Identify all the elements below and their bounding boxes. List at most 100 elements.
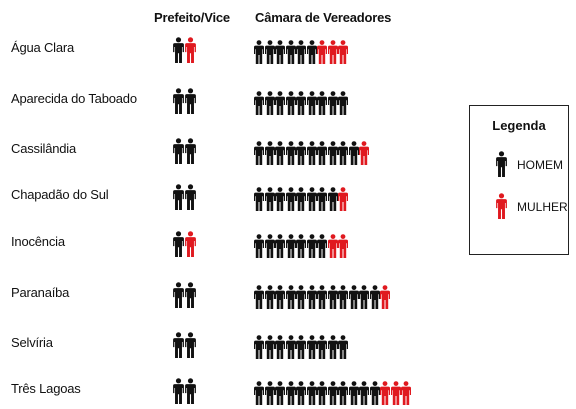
legend-title: Legenda	[492, 118, 546, 133]
woman-icon	[327, 234, 338, 258]
woman-icon	[359, 141, 369, 165]
man-icon	[338, 381, 348, 405]
man-icon	[296, 141, 306, 165]
man-icon	[338, 285, 348, 309]
man-icon	[184, 378, 196, 404]
prefeito-icons	[173, 231, 196, 257]
woman-icon	[338, 40, 348, 64]
man-icon	[327, 335, 338, 359]
man-icon	[275, 285, 285, 309]
city-label: Paranaíba	[11, 285, 70, 300]
man-icon	[254, 91, 264, 115]
camara-icons	[254, 185, 349, 211]
man-icon	[296, 381, 306, 405]
city-label: Chapadão do Sul	[11, 187, 109, 202]
man-icon	[327, 381, 338, 405]
man-icon	[338, 335, 348, 359]
man-icon	[369, 381, 380, 405]
man-icon	[296, 187, 306, 211]
man-icon	[275, 187, 285, 211]
man-icon	[264, 40, 275, 64]
man-icon	[496, 150, 507, 177]
city-label: Cassilândia	[11, 141, 77, 156]
man-icon	[173, 378, 184, 404]
man-icon	[359, 285, 369, 309]
man-icon	[173, 282, 184, 308]
man-icon	[306, 285, 317, 309]
man-icon	[173, 332, 184, 358]
man-icon	[317, 285, 327, 309]
man-icon	[254, 40, 264, 64]
man-icon	[348, 141, 359, 165]
man-icon	[275, 141, 285, 165]
camara-icons	[254, 232, 349, 258]
camara-icons	[254, 379, 412, 405]
man-icon	[254, 285, 264, 309]
man-icon	[338, 141, 348, 165]
man-icon	[317, 335, 327, 359]
man-icon	[264, 335, 275, 359]
prefeito-icons	[173, 378, 196, 404]
man-icon	[296, 285, 306, 309]
legend: Legenda HOMEM MULHER	[469, 105, 569, 255]
man-icon	[285, 285, 296, 309]
man-icon	[184, 332, 196, 358]
prefeito-icons	[173, 138, 196, 164]
man-icon	[285, 381, 296, 405]
man-icon	[496, 150, 507, 180]
man-icon	[173, 231, 184, 257]
man-icon	[264, 234, 275, 258]
legend-man: HOMEM	[486, 150, 563, 180]
prefeito-icons	[173, 37, 196, 63]
man-icon	[264, 187, 275, 211]
man-icon	[306, 335, 317, 359]
man-icon	[317, 91, 327, 115]
man-icon	[306, 187, 317, 211]
camara-icons	[254, 38, 349, 64]
legend-man-label: HOMEM	[517, 158, 563, 172]
man-icon	[264, 285, 275, 309]
man-icon	[327, 187, 338, 211]
woman-icon	[401, 381, 411, 405]
man-icon	[306, 141, 317, 165]
man-icon	[338, 91, 348, 115]
man-icon	[275, 40, 285, 64]
man-icon	[173, 37, 184, 63]
man-icon	[184, 138, 196, 164]
man-icon	[275, 91, 285, 115]
woman-icon	[380, 381, 390, 405]
man-icon	[285, 141, 296, 165]
man-icon	[184, 282, 196, 308]
man-icon	[285, 335, 296, 359]
woman-icon	[496, 192, 507, 219]
man-icon	[254, 234, 264, 258]
man-icon	[306, 40, 317, 64]
man-icon	[296, 335, 306, 359]
camara-icons	[254, 89, 349, 115]
man-icon	[296, 40, 306, 64]
man-icon	[285, 40, 296, 64]
man-icon	[254, 187, 264, 211]
man-icon	[296, 91, 306, 115]
woman-icon	[184, 37, 196, 63]
man-icon	[306, 91, 317, 115]
man-icon	[296, 234, 306, 258]
man-icon	[275, 335, 285, 359]
man-icon	[275, 381, 285, 405]
man-icon	[285, 234, 296, 258]
man-icon	[285, 91, 296, 115]
prefeito-icons	[173, 184, 196, 210]
man-icon	[264, 141, 275, 165]
man-icon	[359, 381, 369, 405]
man-icon	[348, 381, 359, 405]
man-icon	[327, 91, 338, 115]
woman-icon	[496, 192, 507, 222]
woman-icon	[327, 40, 338, 64]
man-icon	[306, 381, 317, 405]
woman-icon	[390, 381, 401, 405]
city-label: Água Clara	[11, 40, 75, 55]
man-icon	[327, 285, 338, 309]
man-icon	[173, 138, 184, 164]
camara-icons	[254, 139, 370, 165]
